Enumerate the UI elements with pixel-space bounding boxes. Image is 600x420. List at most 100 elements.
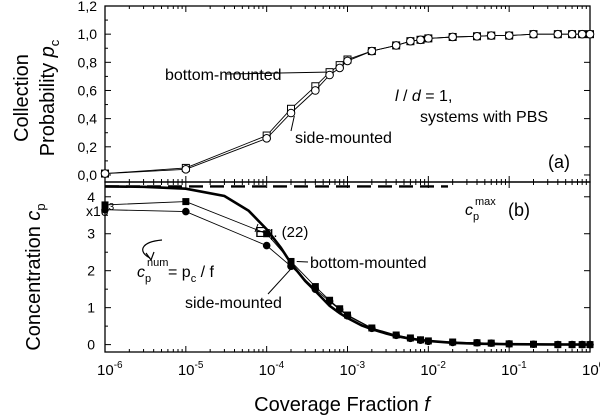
top-ylabel: Collection Probability pc: [11, 39, 62, 156]
bottom-circle-marker: [473, 338, 481, 347]
cmax-label: cp max: [465, 196, 496, 223]
eq-pointer: [254, 223, 259, 233]
annotation-ratio: l / d = 1,: [395, 88, 452, 105]
top-circle-marker: [335, 63, 344, 73]
bottom-circle-marker: [505, 340, 513, 348]
top-circle-marker: [529, 29, 538, 39]
series-layer: [100, 29, 595, 349]
top-y-tick-label: 1,0: [78, 26, 98, 42]
top-circle-marker: [100, 169, 110, 178]
panel-tag-a: (a): [548, 152, 570, 172]
top-y-tick-label: 0,8: [78, 54, 98, 70]
top-circle-marker: [367, 46, 377, 56]
bottom-circle-marker: [287, 262, 295, 271]
top-circle-marker: [504, 31, 514, 40]
x-tick-label: 10-4: [259, 360, 285, 379]
eq22-curve: [104, 185, 591, 346]
bottom-square-marker: [101, 201, 109, 209]
bottom-y-tick-label: 4: [87, 189, 95, 205]
formula-arrow-head: [145, 251, 155, 262]
top-circle-marker: [553, 29, 563, 39]
bottom-label-side-mounted: side-mounted: [185, 295, 282, 312]
svg-text:cp: cp: [137, 264, 151, 285]
top-plot-frame: [104, 5, 591, 183]
bottom-circle-marker: [424, 337, 433, 346]
svg-text:num: num: [147, 257, 168, 269]
bottom-circle-marker: [416, 336, 425, 344]
formula: cp num = pc / f: [137, 257, 215, 285]
bottom-bottom-mounted-pointer: [296, 260, 309, 263]
top-circle-marker: [585, 29, 595, 39]
bottom-circle-marker: [406, 334, 415, 343]
x-tick-label: 10-5: [178, 360, 204, 379]
top-ylabel-line2: Probability pc: [37, 39, 62, 156]
bottom-circle-marker: [392, 331, 400, 340]
top-y-tick-label: 1,2: [78, 0, 98, 14]
top-circle-marker: [448, 32, 457, 42]
bottom-circle-marker: [448, 338, 457, 347]
svg-text:cp: cp: [465, 202, 479, 223]
panel-tag-b: (b): [508, 200, 530, 220]
x-axis-label: Coverage Fraction f: [254, 394, 432, 416]
top-bottom-mounted-pointer: [226, 71, 326, 75]
top-y-tick-label: 0,2: [78, 139, 98, 155]
bottom-label-bottom-mounted: bottom-mounted: [310, 255, 427, 272]
top-circle-marker: [181, 165, 191, 174]
bottom-y-tick-label: 1: [87, 300, 95, 316]
bottom-circle-marker: [182, 207, 190, 216]
bottom-circle-marker: [368, 324, 376, 333]
bottom-circle-marker: [554, 340, 562, 349]
top-circle-marker: [262, 134, 271, 143]
bottom-ylabel: Concentration cp: [23, 203, 48, 350]
bottom-circle-marker: [586, 340, 594, 349]
top-circle-marker: [311, 86, 320, 95]
x-tick-label: 10-2: [420, 360, 446, 379]
bottom-y-tick-label: 3: [87, 226, 95, 242]
axis-ticks: 10-6 10-5 10-4 10-3 10-2 10-1 100 0,0 0,2 0,4 0,6 0…: [78, 0, 600, 379]
top-ylabel-line1: Collection: [11, 54, 33, 142]
x-tick-label: 10-1: [501, 360, 527, 379]
top-label-bottom-mounted: bottom-mounted: [165, 67, 282, 84]
bottom-circle-marker: [487, 339, 496, 347]
bottom-circle-marker: [101, 205, 109, 214]
bottom-y-tick-label: 0: [87, 337, 95, 353]
bottom-circle-marker: [325, 297, 334, 306]
bottom-square-marker: [182, 198, 190, 206]
top-circle-marker: [424, 34, 433, 43]
top-circle-marker: [472, 31, 482, 41]
bottom-circle-marker: [262, 241, 271, 250]
top-label-side-mounted: side-mounted: [295, 130, 392, 147]
bottom-circle-marker: [311, 285, 320, 293]
bottom-circle-marker: [578, 340, 586, 349]
top-circle-marker: [416, 35, 425, 45]
top-circle-marker: [286, 108, 296, 118]
bottom-circle-marker: [335, 305, 344, 314]
top-y-tick-label: 0,0: [78, 167, 98, 183]
annotation-systems: systems with PBS: [420, 109, 548, 126]
x-tick-label: 10-3: [340, 360, 366, 379]
top-y-tick-label: 0,4: [78, 111, 98, 127]
bottom-square-marker: [287, 257, 295, 265]
bottom-circle-marker: [343, 311, 352, 320]
top-circle-marker: [486, 31, 496, 40]
bottom-circle-series-line: [104, 209, 590, 346]
bottom-side-mounted-pointer: [267, 268, 292, 295]
bottom-circle-marker: [568, 340, 576, 349]
top-circle-marker: [343, 56, 352, 66]
top-circle-series-line: [104, 33, 590, 175]
top-y-tick-label: 0,6: [78, 82, 98, 98]
formula-arrow-curve: [142, 239, 163, 259]
svg-text:= pc / f: = pc / f: [168, 264, 215, 285]
bottom-square-marker: [263, 230, 271, 238]
svg-text:max: max: [475, 196, 496, 208]
x-tick-label: 100: [582, 360, 600, 379]
top-circle-marker: [406, 36, 415, 46]
top-circle-marker: [325, 70, 334, 80]
top-side-mounted-pointer: [290, 115, 295, 132]
top-circle-marker: [567, 29, 577, 39]
x-tick-label: 10-6: [97, 360, 123, 379]
bottom-y-tick-label: 2: [87, 263, 95, 279]
top-circle-marker: [391, 41, 401, 50]
